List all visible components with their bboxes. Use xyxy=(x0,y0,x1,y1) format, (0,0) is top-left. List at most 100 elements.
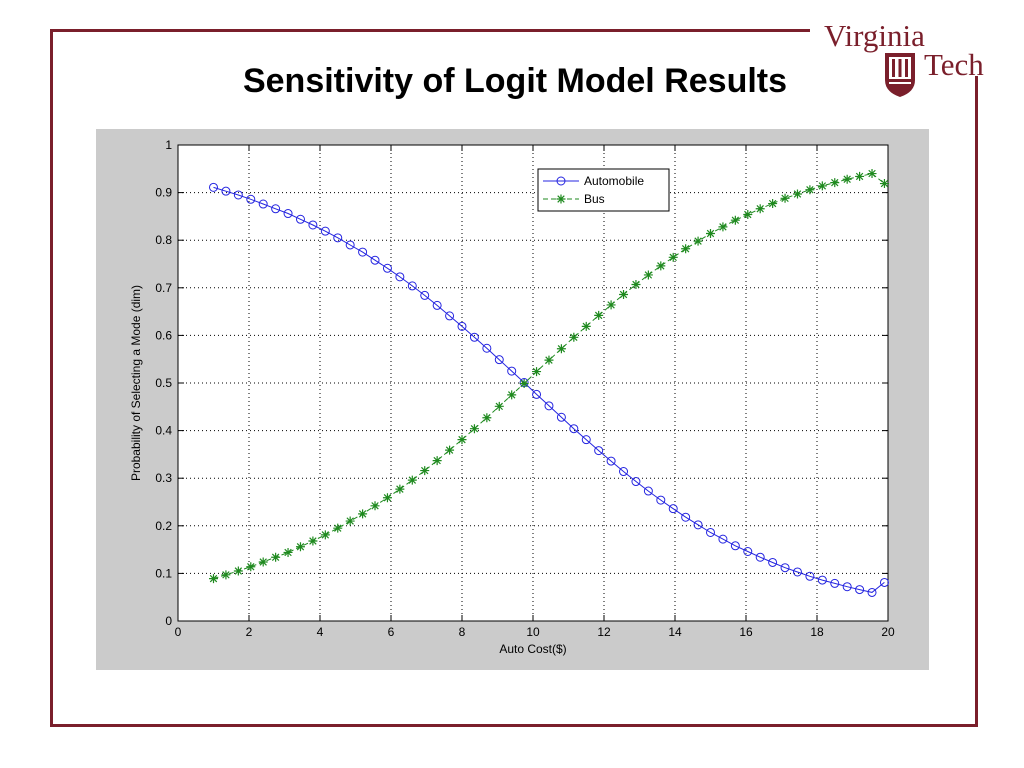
y-tick-label: 0.1 xyxy=(155,566,172,580)
data-point-automobile xyxy=(382,263,392,273)
legend-label-automobile: Automobile xyxy=(584,174,644,188)
data-point-automobile xyxy=(643,486,653,496)
x-tick-label: 8 xyxy=(459,625,466,639)
y-tick-label: 0 xyxy=(165,614,172,628)
data-point-bus xyxy=(382,493,392,503)
legend-marker-bus xyxy=(556,194,566,204)
y-tick-label: 0.9 xyxy=(155,186,172,200)
slide-frame-left xyxy=(50,29,53,724)
line-chart: 0 2 4 6 8 10 12 14 16 18 20 0 0.1 0.2 0.3 0.4 0.5 0.6 0.7 0… xyxy=(129,138,895,656)
y-tick-label: 0.2 xyxy=(155,519,172,533)
data-point-automobile xyxy=(544,401,554,411)
chart-area: 0 2 4 6 8 10 12 14 16 18 20 0 0.1 0.2 0.3 0.4 0.5 0.6 0.7 0… xyxy=(96,129,929,670)
x-tick-label: 10 xyxy=(526,625,540,639)
data-point-automobile xyxy=(830,578,840,588)
data-point-bus xyxy=(370,501,380,511)
slide-frame-top xyxy=(50,29,810,32)
data-point-bus xyxy=(830,178,840,188)
data-point-bus xyxy=(445,445,455,455)
data-point-automobile xyxy=(792,567,802,577)
data-point-automobile xyxy=(308,220,318,230)
x-tick-label: 4 xyxy=(317,625,324,639)
y-tick-label: 0.6 xyxy=(155,328,172,342)
data-point-bus xyxy=(320,530,330,540)
y-tick-label: 0.5 xyxy=(155,376,172,390)
x-axis-label: Auto Cost($) xyxy=(499,642,566,656)
data-point-bus xyxy=(258,557,268,567)
data-point-bus xyxy=(469,424,479,434)
data-point-bus xyxy=(283,547,293,557)
data-point-automobile xyxy=(407,281,417,291)
data-point-bus xyxy=(619,289,629,299)
shield-icon xyxy=(885,53,915,97)
data-point-bus xyxy=(544,355,554,365)
data-point-automobile xyxy=(656,495,666,505)
data-point-bus xyxy=(706,229,715,239)
data-point-bus xyxy=(594,310,604,320)
data-point-bus xyxy=(817,181,827,191)
x-tick-label: 16 xyxy=(739,625,753,639)
x-tick-label: 18 xyxy=(810,625,824,639)
data-point-bus xyxy=(532,367,542,377)
data-point-bus xyxy=(879,179,889,189)
data-point-automobile xyxy=(681,512,691,522)
data-point-bus xyxy=(407,475,417,485)
y-axis-label: Probability of Selecting a Mode (dim) xyxy=(129,285,143,481)
slide-frame-right xyxy=(975,76,978,727)
data-point-automobile xyxy=(668,504,678,514)
data-point-automobile xyxy=(755,552,765,562)
data-point-bus xyxy=(556,344,566,354)
y-tick-label: 0.4 xyxy=(155,424,172,438)
data-point-automobile xyxy=(867,587,877,597)
data-point-automobile xyxy=(395,272,405,282)
data-point-bus xyxy=(432,456,442,466)
data-point-bus xyxy=(507,390,517,400)
data-point-bus xyxy=(668,252,678,262)
data-point-bus xyxy=(209,574,218,584)
x-tick-label: 2 xyxy=(246,625,253,639)
data-point-automobile xyxy=(581,435,591,445)
data-point-automobile xyxy=(532,389,542,399)
y-tick-label: 0.8 xyxy=(155,233,172,247)
data-point-bus xyxy=(743,209,753,219)
data-point-automobile xyxy=(594,446,604,456)
x-tick-label: 6 xyxy=(388,625,395,639)
logo-text-virginia: Virginia xyxy=(824,18,925,53)
data-point-bus xyxy=(606,300,616,310)
slide-title: Sensitivity of Logit Model Results xyxy=(242,62,788,100)
data-point-automobile xyxy=(209,182,218,192)
data-point-automobile xyxy=(780,563,790,573)
data-point-automobile xyxy=(469,332,479,342)
x-tick-label: 20 xyxy=(881,625,895,639)
data-point-bus xyxy=(358,509,368,519)
data-point-bus xyxy=(482,413,492,423)
data-point-automobile xyxy=(482,343,492,353)
data-point-bus xyxy=(233,566,243,576)
data-point-bus xyxy=(345,516,355,526)
data-point-automobile xyxy=(805,571,815,581)
data-point-bus xyxy=(631,279,641,289)
data-point-automobile xyxy=(693,520,703,530)
data-point-automobile xyxy=(345,240,355,250)
y-tick-label: 1 xyxy=(165,138,172,152)
data-point-bus xyxy=(271,552,281,562)
data-point-automobile xyxy=(370,255,380,265)
data-point-automobile xyxy=(569,424,579,434)
x-tick-label: 14 xyxy=(668,625,682,639)
data-point-bus xyxy=(681,244,691,254)
x-tick-label: 12 xyxy=(597,625,611,639)
legend-box xyxy=(537,168,670,212)
data-point-bus xyxy=(457,435,467,445)
data-point-bus xyxy=(494,401,504,411)
virginia-tech-logo: Virginia Tech xyxy=(820,18,990,100)
data-point-automobile xyxy=(768,557,778,567)
data-point-automobile xyxy=(457,321,467,331)
series-line-automobile xyxy=(213,186,885,593)
data-point-automobile xyxy=(879,577,889,587)
data-point-automobile xyxy=(320,226,330,236)
data-point-automobile xyxy=(246,194,256,204)
data-point-automobile xyxy=(631,477,641,487)
data-point-automobile xyxy=(619,467,629,477)
data-point-automobile xyxy=(420,290,430,300)
data-point-automobile xyxy=(258,199,268,209)
